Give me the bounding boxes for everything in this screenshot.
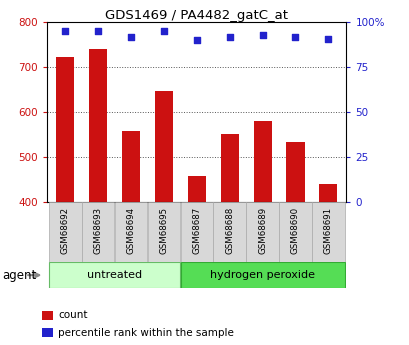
Bar xyxy=(286,142,304,202)
Bar xyxy=(42,328,53,337)
Text: GSM68690: GSM68690 xyxy=(290,207,299,254)
Bar xyxy=(187,176,205,202)
Text: GSM68695: GSM68695 xyxy=(159,207,168,254)
Text: GSM68689: GSM68689 xyxy=(257,207,266,254)
Bar xyxy=(213,202,245,262)
Point xyxy=(258,32,265,38)
Text: GSM68694: GSM68694 xyxy=(126,207,135,254)
Bar xyxy=(42,310,53,320)
Bar xyxy=(246,202,278,262)
Point xyxy=(128,34,134,40)
Bar xyxy=(147,202,180,262)
Point xyxy=(226,34,232,40)
Text: GSM68688: GSM68688 xyxy=(225,207,234,254)
Bar xyxy=(253,121,271,202)
Point xyxy=(292,34,298,40)
Point xyxy=(193,38,200,43)
Bar xyxy=(49,262,180,288)
Bar xyxy=(311,202,344,262)
Point xyxy=(62,29,68,34)
Bar xyxy=(279,202,311,262)
Bar xyxy=(155,91,173,202)
Bar xyxy=(49,202,81,262)
Text: count: count xyxy=(58,310,87,320)
Text: hydrogen peroxide: hydrogen peroxide xyxy=(209,270,314,280)
Bar xyxy=(220,134,238,202)
Bar xyxy=(89,49,107,202)
Text: agent: agent xyxy=(2,269,36,282)
Point xyxy=(160,29,167,34)
Point xyxy=(324,36,331,41)
Text: GSM68693: GSM68693 xyxy=(93,207,102,254)
Text: untreated: untreated xyxy=(87,270,142,280)
Text: GDS1469 / PA4482_gatC_at: GDS1469 / PA4482_gatC_at xyxy=(105,9,288,22)
Text: GSM68691: GSM68691 xyxy=(323,207,332,254)
Text: percentile rank within the sample: percentile rank within the sample xyxy=(58,328,233,337)
Bar xyxy=(82,202,114,262)
Bar xyxy=(180,202,213,262)
Bar xyxy=(115,202,147,262)
Bar xyxy=(122,131,140,202)
Point xyxy=(94,29,101,34)
Text: GSM68692: GSM68692 xyxy=(61,207,70,254)
Text: GSM68687: GSM68687 xyxy=(192,207,201,254)
Bar xyxy=(180,262,344,288)
Bar xyxy=(319,184,337,202)
Bar xyxy=(56,57,74,202)
